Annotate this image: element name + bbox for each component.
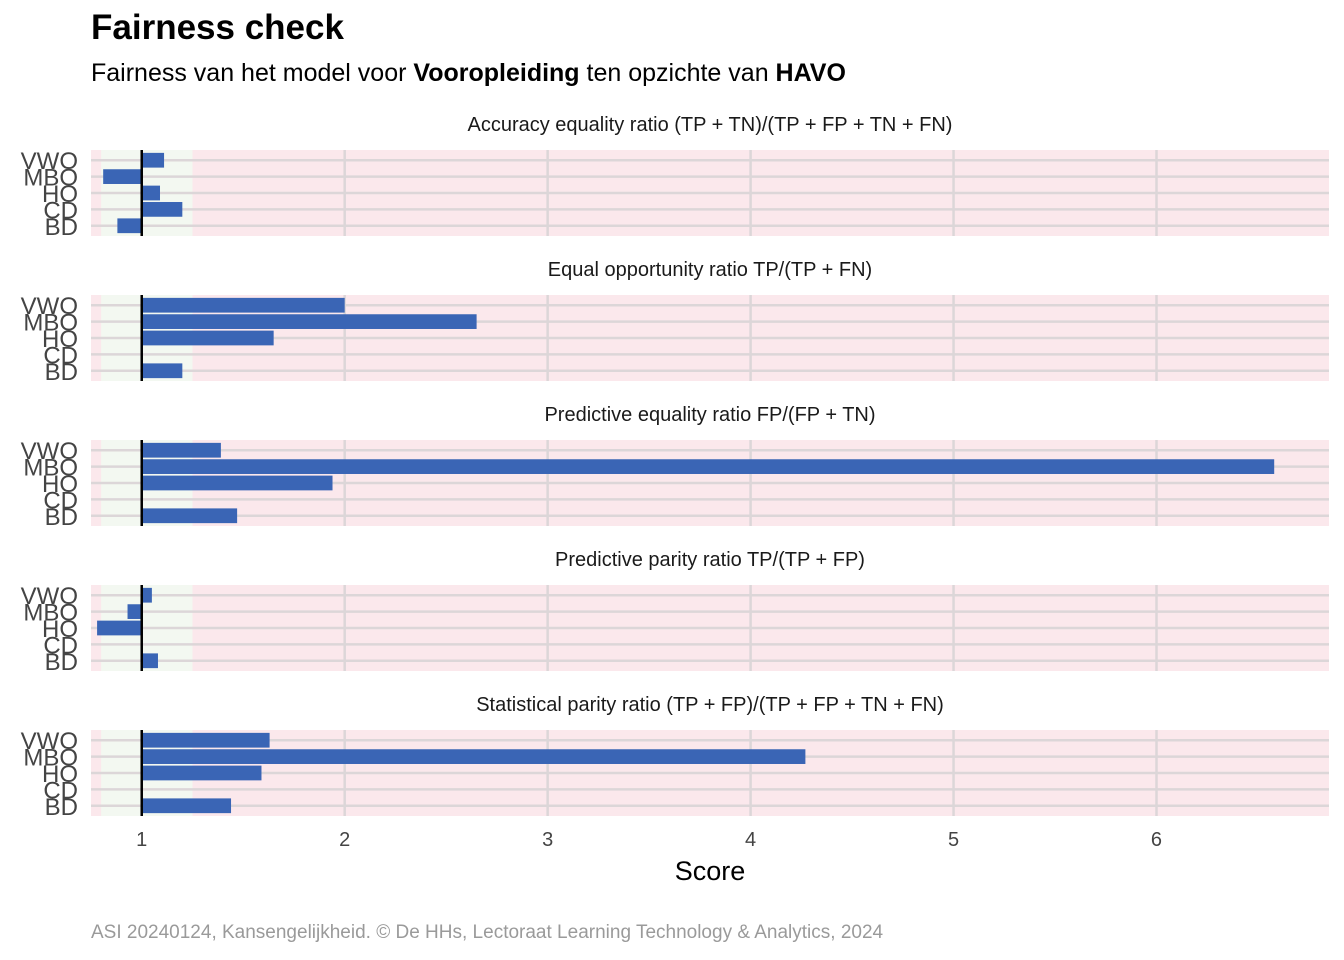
bar-bd	[141, 363, 183, 379]
chart-caption: ASI 20240124, Kansengelijkheid. © De HHs…	[91, 922, 884, 943]
bar-cd	[141, 202, 183, 217]
category-label: BD	[45, 649, 78, 676]
x-tick-label: 6	[1151, 829, 1162, 851]
category-label: CD	[43, 487, 78, 514]
category-label: VWO	[21, 583, 78, 610]
bar-mbo	[141, 314, 477, 329]
bar-vwo	[141, 297, 345, 313]
category-label: MBO	[23, 745, 78, 772]
category-label: VWO	[21, 148, 78, 175]
category-label: CD	[43, 777, 78, 804]
subtitle-variable: Vooropleiding	[413, 59, 580, 87]
bar-bd	[141, 798, 232, 814]
category-label: BD	[45, 794, 78, 821]
x-tick-label: 3	[542, 829, 553, 851]
category-label: HO	[42, 761, 78, 788]
category-label: CD	[43, 632, 78, 659]
panel-title: Predictive equality ratio FP/(FP + TN)	[544, 404, 875, 426]
x-tick-label: 2	[339, 829, 350, 851]
bar-ho	[141, 185, 161, 201]
x-tick-label: 1	[136, 829, 147, 851]
panel-title: Statistical parity ratio (TP + FP)/(TP +…	[476, 694, 944, 716]
bar-vwo	[141, 442, 221, 458]
category-label: MBO	[23, 455, 78, 482]
category-label: VWO	[21, 728, 78, 755]
category-label: MBO	[23, 600, 78, 627]
category-label: BD	[45, 214, 78, 241]
category-label: VWO	[21, 293, 78, 320]
bar-ho	[141, 765, 262, 781]
subtitle-prefix: Fairness van het model voor	[91, 59, 414, 87]
bar-bd	[141, 508, 238, 524]
category-label: MBO	[23, 310, 78, 337]
chart-subtitle: Fairness van het model voor Vooropleidin…	[91, 59, 846, 88]
x-axis-label: Score	[675, 856, 746, 886]
bar-mbo	[127, 604, 142, 619]
panel-title: Equal opportunity ratio TP/(TP + FN)	[548, 259, 872, 281]
category-label: HO	[42, 326, 78, 353]
category-label: MBO	[23, 165, 78, 192]
subtitle-middle: ten opzichte van	[579, 59, 776, 87]
category-label: HO	[42, 181, 78, 208]
chart-title: Fairness check	[91, 8, 344, 47]
category-label: BD	[45, 359, 78, 386]
subtitle-reference: HAVO	[775, 59, 846, 87]
bar-ho	[97, 620, 142, 636]
bar-mbo	[103, 169, 142, 184]
category-label: CD	[43, 342, 78, 369]
category-label: HO	[42, 616, 78, 643]
category-label: VWO	[21, 438, 78, 465]
panel-title: Accuracy equality ratio (TP + TN)/(TP + …	[468, 114, 953, 136]
bar-vwo	[141, 587, 152, 603]
category-label: HO	[42, 471, 78, 498]
panel-title: Predictive parity ratio TP/(TP + FP)	[555, 549, 865, 571]
bar-bd	[117, 218, 142, 234]
bar-vwo	[141, 732, 270, 748]
bar-mbo	[141, 749, 806, 764]
bar-mbo	[141, 459, 1275, 474]
x-tick-label: 4	[745, 829, 756, 851]
category-label: CD	[43, 197, 78, 224]
bar-ho	[141, 330, 274, 346]
bar-bd	[141, 653, 158, 669]
category-label: BD	[45, 504, 78, 531]
bar-vwo	[141, 152, 165, 168]
x-tick-label: 5	[948, 829, 959, 851]
bar-ho	[141, 475, 333, 491]
